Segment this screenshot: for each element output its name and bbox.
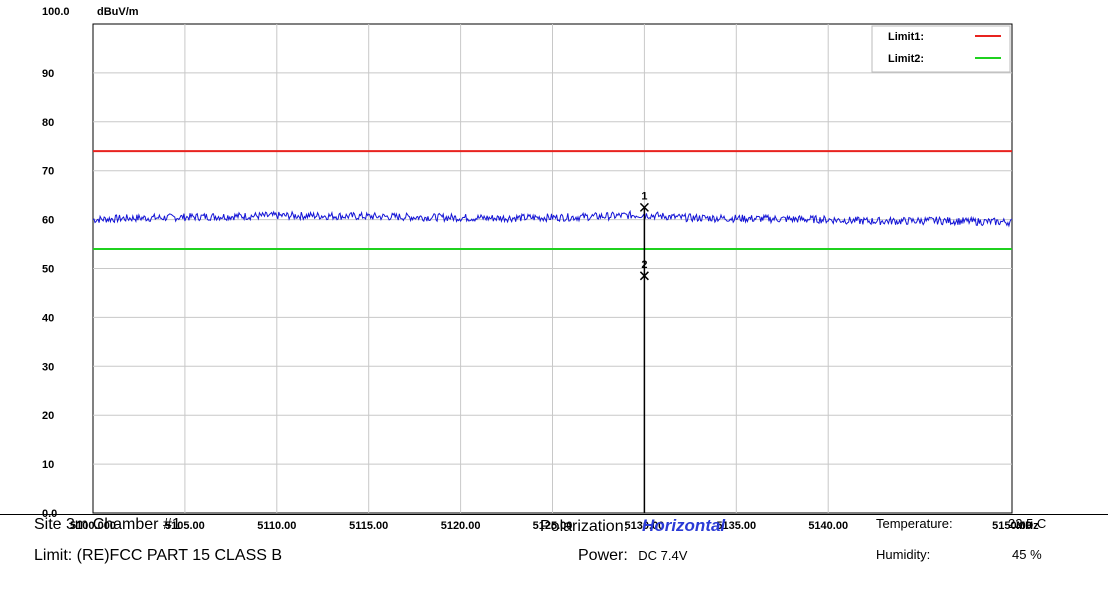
y-tick-label: 10 xyxy=(42,459,54,471)
legend: Limit1: Limit2: xyxy=(871,25,1011,73)
x-tick-label: 5135.00 xyxy=(716,520,756,530)
y-tick-label: 20 xyxy=(42,410,54,422)
limit-lines xyxy=(93,150,1012,250)
x-tick-label: 5140.00 xyxy=(808,520,848,530)
y-tick-label: 80 xyxy=(42,117,54,129)
marker-number: 1 xyxy=(641,190,647,202)
x-tick-label: 5100.000 xyxy=(70,520,116,530)
power-label: Power: xyxy=(578,547,628,564)
x-tick-label: 5110.00 xyxy=(257,520,296,530)
marker-cross xyxy=(639,271,649,281)
y-tick-label: 60 xyxy=(42,215,54,227)
y-tick-label: 90 xyxy=(42,68,54,80)
limit-text: Limit: (RE)FCC PART 15 CLASS B xyxy=(34,547,283,564)
spectrum-trace xyxy=(92,209,1013,228)
power-value: DC 7.4V xyxy=(638,548,688,563)
marker-number: 2 xyxy=(641,259,647,271)
legend-label: Limit2: xyxy=(888,53,924,65)
temperature-value: 22.5 C xyxy=(1008,516,1047,531)
x-tick-label: 5150.00 xyxy=(992,520,1032,530)
legend-label: Limit1: xyxy=(888,31,924,43)
y-axis-top-label: 100.0 xyxy=(42,6,70,18)
y-axis-unit: dBuV/m xyxy=(97,6,139,18)
x-tick-label: 5105.00 xyxy=(165,520,205,530)
y-tick-label: 50 xyxy=(42,264,54,276)
y-tick-label: 30 xyxy=(42,361,54,373)
x-tick-label: 5115.00 xyxy=(349,520,388,530)
x-axis-unit: MHz xyxy=(1016,520,1039,530)
humidity-label: Humidity: xyxy=(876,547,931,562)
marker-cross xyxy=(639,202,649,212)
footer-separator xyxy=(0,514,1108,515)
y-tick-label: 70 xyxy=(42,166,54,178)
polarization-value: Horizontal xyxy=(642,516,726,535)
emission-chart: 100.0 dBuV/m 12 9080706050403020100.0510… xyxy=(42,6,1039,530)
x-tick-label: 5130.00 xyxy=(625,520,665,530)
site-text: Site 3m Chamber #1 xyxy=(34,516,181,533)
humidity-value: 45 % xyxy=(1012,547,1042,562)
temperature-label: Temperature: xyxy=(876,516,953,531)
polarization-field: Polarization: Horizontal xyxy=(540,516,725,536)
x-tick-label: 5125.00 xyxy=(533,520,573,530)
y-tick-label: 40 xyxy=(42,312,54,324)
power-field: Power: DC 7.4V xyxy=(578,547,687,565)
markers: 12 xyxy=(639,190,649,513)
x-tick-label: 5120.00 xyxy=(441,520,481,530)
trace xyxy=(92,209,1013,228)
legend-box xyxy=(871,25,1011,73)
polarization-label: Polarization: xyxy=(540,518,629,535)
